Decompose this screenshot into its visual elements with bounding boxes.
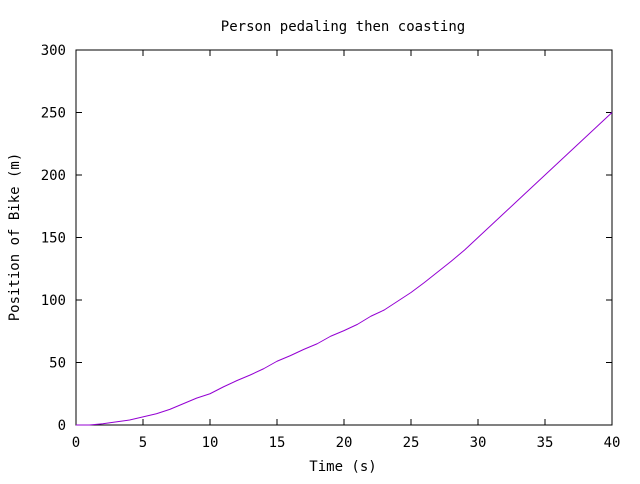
x-tick-label: 35	[537, 435, 554, 451]
x-tick-label: 15	[269, 435, 286, 451]
series-layer	[76, 112, 613, 426]
x-tick-label: 40	[604, 435, 621, 451]
y-tick-label: 100	[41, 293, 66, 309]
x-tick-label: 5	[139, 435, 147, 451]
axis-ticks: 0 5 10 15 20 25 30 35 40 0 50 100 150 200 250 300	[41, 43, 621, 451]
x-tick-label: 0	[72, 435, 80, 451]
y-tick-label: 300	[41, 43, 66, 59]
series-line	[76, 112, 613, 426]
y-tick-label: 150	[41, 231, 66, 247]
x-tick-label: 10	[202, 435, 219, 451]
x-tick-label: 30	[470, 435, 487, 451]
chart-title: Person pedaling then coasting	[221, 19, 465, 35]
y-tick-label: 250	[41, 106, 66, 122]
y-tick-label: 200	[41, 168, 66, 184]
y-axis-label: Position of Bike (m)	[7, 153, 23, 322]
plot-frame	[75, 49, 613, 426]
y-tick-label: 0	[58, 418, 66, 434]
x-tick-label: 20	[336, 435, 353, 451]
x-axis-label: Time (s)	[309, 459, 376, 475]
y-tick-label: 50	[49, 356, 66, 372]
x-tick-label: 25	[403, 435, 420, 451]
